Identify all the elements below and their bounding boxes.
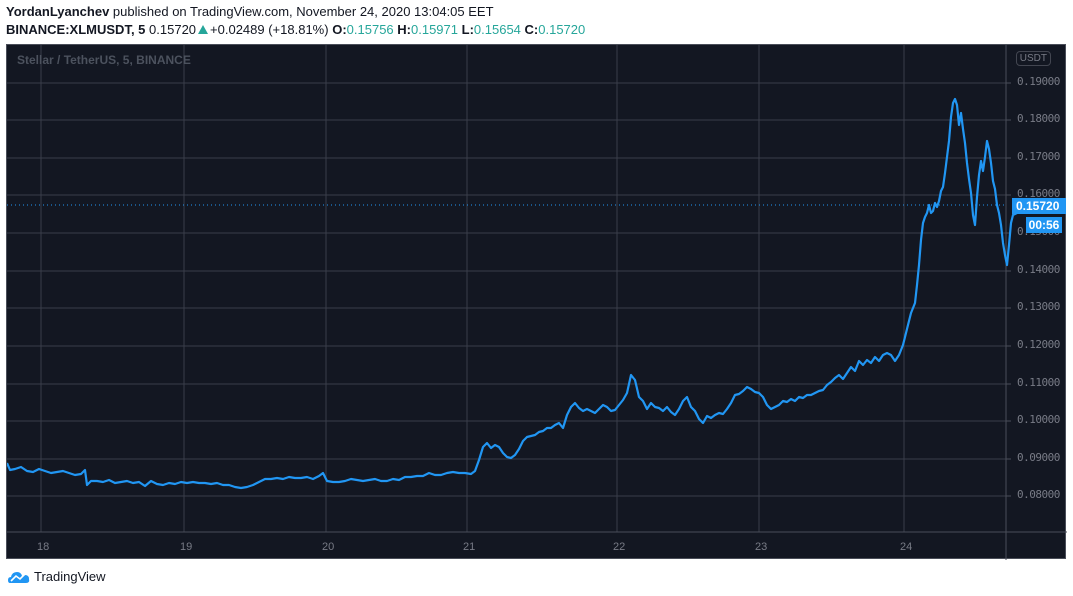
close-label: C: bbox=[524, 22, 539, 37]
x-tick: 22 bbox=[613, 541, 626, 553]
x-tick: 20 bbox=[322, 541, 335, 553]
last-price: 0.15720 bbox=[149, 22, 197, 37]
x-tick: 24 bbox=[900, 541, 913, 553]
grid bbox=[7, 45, 1006, 532]
low-value: 0.15654 bbox=[473, 22, 521, 37]
y-tick: 0.11000 bbox=[1017, 376, 1060, 389]
y-tick: 0.14000 bbox=[1017, 263, 1060, 276]
y-tick: 0.12000 bbox=[1017, 338, 1060, 351]
tradingview-logo-icon bbox=[8, 571, 30, 583]
open-label: O: bbox=[332, 22, 347, 37]
y-tick: 0.09000 bbox=[1017, 451, 1060, 464]
high-label: H: bbox=[397, 22, 411, 37]
tradingview-brand[interactable]: TradingView bbox=[8, 569, 106, 584]
publish-info: YordanLyanchev published on TradingView.… bbox=[6, 4, 494, 19]
open-value: 0.15756 bbox=[346, 22, 394, 37]
symbol: BINANCE:XLMUSDT, 5 bbox=[6, 22, 146, 37]
high-value: 0.15971 bbox=[411, 22, 458, 37]
ohlc-line: BINANCE:XLMUSDT, 5 0.15720 +0.02489 (+18.… bbox=[6, 22, 585, 37]
chart-pane[interactable]: Stellar / TetherUS, 5, BINANCE USDT 0.19… bbox=[6, 44, 1067, 560]
y-tick: 0.13000 bbox=[1017, 300, 1060, 313]
y-tick: 0.10000 bbox=[1017, 413, 1060, 426]
y-tick: 0.17000 bbox=[1017, 150, 1060, 163]
chart-legend[interactable]: Stellar / TetherUS, 5, BINANCE bbox=[17, 53, 191, 67]
close-value: 0.15720 bbox=[538, 22, 586, 37]
bar-countdown: 00:56 bbox=[1026, 217, 1062, 233]
low-label: L: bbox=[461, 22, 474, 37]
x-tick: 23 bbox=[755, 541, 768, 553]
price-line bbox=[7, 97, 1018, 490]
x-tick: 19 bbox=[180, 541, 193, 553]
brand-name: TradingView bbox=[34, 569, 106, 584]
publish-text: published on TradingView.com, November 2… bbox=[109, 4, 494, 19]
y-tick: 0.08000 bbox=[1017, 488, 1060, 501]
author-name[interactable]: YordanLyanchev bbox=[6, 4, 110, 19]
y-tick: 0.16000 bbox=[1017, 187, 1060, 200]
y-tick: 0.18000 bbox=[1017, 112, 1060, 125]
last-price-tag: 0.15720 bbox=[1012, 198, 1066, 214]
axis-ticks bbox=[1006, 82, 1011, 497]
y-tick: 0.19000 bbox=[1017, 75, 1060, 88]
x-tick: 21 bbox=[463, 541, 476, 553]
price-change: +0.02489 (+18.81%) bbox=[210, 22, 329, 37]
x-tick: 18 bbox=[37, 541, 50, 553]
currency-unit-badge[interactable]: USDT bbox=[1015, 51, 1051, 66]
up-arrow-icon bbox=[198, 25, 209, 34]
chart-canvas[interactable] bbox=[7, 45, 1067, 560]
